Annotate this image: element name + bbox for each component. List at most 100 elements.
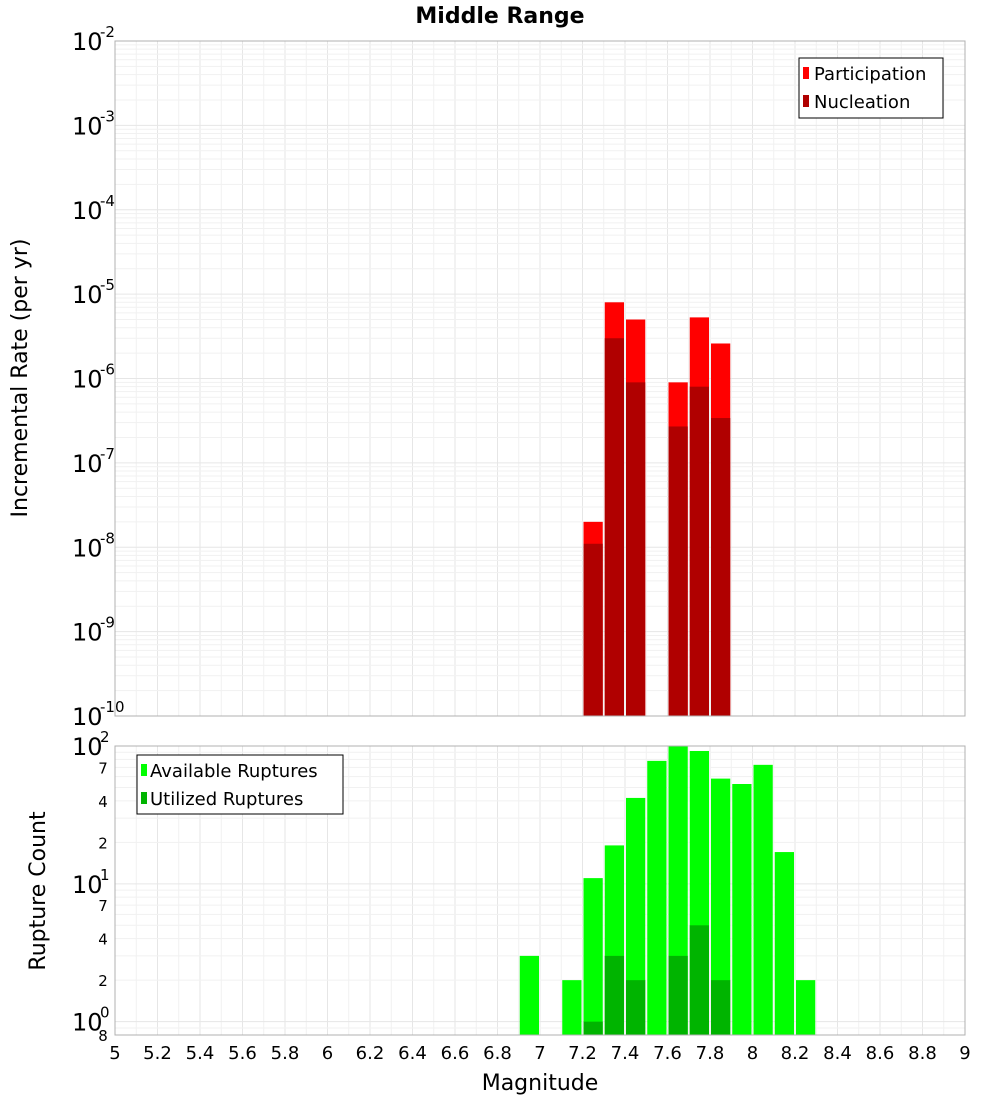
bottom-bar-available-ruptures-7.85 <box>711 778 731 1035</box>
bottom-bar-utilized-ruptures-7.25 <box>583 1021 603 1035</box>
top-bar-nucleation-7.75 <box>689 386 709 716</box>
x-tick-label: 5.2 <box>143 1043 172 1064</box>
bottom-y-tick-exponent: 2 <box>100 728 110 746</box>
x-tick-label: 6.4 <box>398 1043 427 1064</box>
x-ticks: 5 5.2 5.4 5.6 5.8 6 6.2 6.4 6.6 6.8 7 7.2 7.4 7.6 7.8 8… <box>109 1043 970 1064</box>
x-tick-label: 8.4 <box>823 1043 852 1064</box>
bottom-bar-available-ruptures-7.25 <box>583 878 603 1035</box>
utilized-legend-label: Utilized Ruptures <box>150 789 303 810</box>
top-y-tick-exponent: -7 <box>100 445 115 463</box>
bottom-y-minor-tick-label: 7 <box>98 759 108 777</box>
bottom-y-minor-tick-label: 7 <box>98 897 108 915</box>
x-tick-label: 9 <box>959 1043 970 1064</box>
bottom-legend-box <box>136 754 344 815</box>
top-bar-nucleation-7.65 <box>668 426 688 716</box>
x-tick-label: 5.8 <box>271 1043 300 1064</box>
top-y-axis-title: Incremental Rate (per yr) <box>8 239 33 518</box>
x-tick-label: 7 <box>534 1043 545 1064</box>
bottom-bar-utilized-ruptures-7.85 <box>711 980 731 1035</box>
bottom-bar-utilized-ruptures-7.75 <box>689 925 709 1035</box>
bottom-legend: Available Ruptures Utilized Ruptures <box>136 754 344 815</box>
top-plot-border <box>114 40 966 717</box>
x-tick-label: 7.4 <box>611 1043 640 1064</box>
bottom-bar-available-ruptures-7.55 <box>647 760 667 1035</box>
x-tick-label: 5.6 <box>228 1043 257 1064</box>
top-y-tick-exponent: -3 <box>100 107 115 125</box>
x-tick-label: 6.6 <box>441 1043 470 1064</box>
top-bar-nucleation-7.35 <box>604 338 624 716</box>
bottom-y-tick-exponent: 0 <box>100 1004 110 1022</box>
top-y-tick-exponent: -9 <box>100 614 115 632</box>
top-y-tick-label: 10 <box>72 28 103 56</box>
top-bar-nucleation-7.45 <box>626 382 646 716</box>
bottom-bar-available-ruptures-7.95 <box>732 784 752 1035</box>
top-y-tick-exponent: -6 <box>100 361 115 379</box>
x-tick-label: 6 <box>322 1043 333 1064</box>
bottom-y-minor-tick-label: 2 <box>98 972 108 990</box>
top-y-tick-label: 10 <box>72 112 103 140</box>
x-tick-label: 8.6 <box>866 1043 895 1064</box>
bottom-bar-available-ruptures-8.25 <box>796 980 816 1035</box>
top-bar-nucleation-7.85 <box>711 418 731 716</box>
x-tick-label: 7.2 <box>568 1043 597 1064</box>
top-y-tick-exponent: -2 <box>100 23 115 41</box>
top-y-tick-exponent: -4 <box>100 192 115 210</box>
bottom-y-tick-label: 10 <box>72 733 103 761</box>
bottom-bar-available-ruptures-7.15 <box>562 980 582 1035</box>
bottom-y-axis-title: Rupture Count <box>26 811 51 971</box>
top-bars <box>583 302 731 716</box>
top-y-tick-label: 10 <box>72 534 103 562</box>
nucleation-legend-swatch <box>803 95 809 107</box>
bottom-y-minor-tick-label: 2 <box>98 834 108 852</box>
top-y-tick-exponent: -5 <box>100 276 115 294</box>
bottom-bar-utilized-ruptures-7.45 <box>626 980 646 1035</box>
x-tick-label: 6.8 <box>483 1043 512 1064</box>
bottom-bar-available-ruptures-8.15 <box>774 852 794 1035</box>
bottom-y-minor-tick-label: 4 <box>98 793 108 811</box>
chart-title: Middle Range <box>415 4 584 29</box>
top-y-tick-exponent: -8 <box>100 529 115 547</box>
bottom-y-minor-tick-label: 8 <box>98 1027 108 1045</box>
x-tick-label: 5 <box>109 1043 120 1064</box>
x-axis-title: Magnitude <box>482 1071 599 1096</box>
top-y-tick-label: 10 <box>72 281 103 309</box>
bottom-plot-border <box>114 745 966 1036</box>
top-y-tick-label: 10 <box>72 197 103 225</box>
top-y-tick-label: 10 <box>72 366 103 394</box>
x-tick-label: 8.8 <box>908 1043 937 1064</box>
top-legend-box <box>798 57 944 119</box>
bottom-bar-utilized-ruptures-7.35 <box>604 955 624 1035</box>
top-bar-nucleation-7.25 <box>583 543 603 716</box>
top-y-ticks: 10-210-310-410-510-610-710-810-910-10 <box>72 23 125 731</box>
available-legend-swatch <box>141 764 147 776</box>
x-tick-label: 7.6 <box>653 1043 682 1064</box>
bottom-bar-utilized-ruptures-7.65 <box>668 955 688 1035</box>
bottom-bars <box>519 746 816 1035</box>
top-y-tick-label: 10 <box>72 703 103 731</box>
participation-legend-label: Participation <box>814 64 926 85</box>
bottom-y-minor-tick-label: 4 <box>98 931 108 949</box>
top-y-tick-exponent: -10 <box>100 698 125 716</box>
utilized-legend-swatch <box>141 792 147 804</box>
top-y-tick-label: 10 <box>72 619 103 647</box>
available-legend-label: Available Ruptures <box>150 761 318 782</box>
top-grid <box>114 40 966 717</box>
bottom-bar-available-ruptures-6.95 <box>519 955 539 1035</box>
x-tick-label: 8 <box>747 1043 758 1064</box>
nucleation-legend-label: Nucleation <box>814 92 910 113</box>
x-tick-label: 8.2 <box>781 1043 810 1064</box>
bottom-y-tick-label: 10 <box>72 871 103 899</box>
bottom-y-tick-label: 10 <box>72 1009 103 1037</box>
bottom-bar-available-ruptures-7.45 <box>626 797 646 1035</box>
bottom-y-tick-exponent: 1 <box>100 866 110 884</box>
bottom-bar-available-ruptures-8.05 <box>753 764 773 1035</box>
x-tick-label: 7.8 <box>696 1043 725 1064</box>
participation-legend-swatch <box>803 67 809 79</box>
x-tick-label: 6.2 <box>356 1043 385 1064</box>
top-legend: Participation Nucleation <box>798 57 944 119</box>
top-y-tick-label: 10 <box>72 450 103 478</box>
x-tick-label: 5.4 <box>186 1043 215 1064</box>
